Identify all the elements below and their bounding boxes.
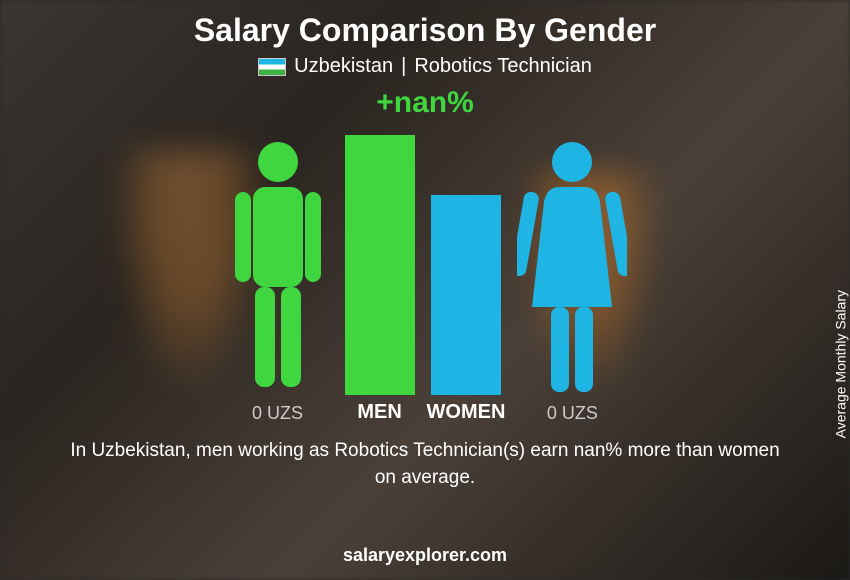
men-label: MEN: [357, 401, 401, 424]
men-bar: [345, 135, 415, 395]
chart-area: 0 UZS MEN WOMEN 0 UZS: [223, 124, 628, 424]
y-axis-label: Average Monthly Salary: [832, 290, 848, 438]
description-text: In Uzbekistan, men working as Robotics T…: [65, 438, 785, 491]
site-link[interactable]: salaryexplorer.com: [343, 545, 507, 566]
male-figure-icon: [223, 137, 333, 397]
women-bar: [431, 195, 501, 395]
subtitle-separator: |: [401, 55, 406, 78]
women-bar-column: WOMEN: [427, 124, 506, 424]
men-salary-value: 0 UZS: [252, 403, 303, 424]
subtitle-country: Uzbekistan: [294, 55, 393, 78]
men-bar-column: MEN: [345, 124, 415, 424]
percent-difference: +nan%: [376, 86, 474, 120]
women-figure-column: 0 UZS: [517, 124, 627, 424]
flag-icon: [258, 58, 286, 76]
page-title: Salary Comparison By Gender: [194, 12, 656, 49]
women-label: WOMEN: [427, 401, 506, 424]
subtitle: Uzbekistan | Robotics Technician: [258, 55, 592, 78]
subtitle-job: Robotics Technician: [414, 55, 592, 78]
content-container: Salary Comparison By Gender Uzbekistan |…: [0, 0, 850, 580]
men-figure-column: 0 UZS: [223, 124, 333, 424]
female-figure-icon: [517, 137, 627, 397]
women-salary-value: 0 UZS: [547, 403, 598, 424]
